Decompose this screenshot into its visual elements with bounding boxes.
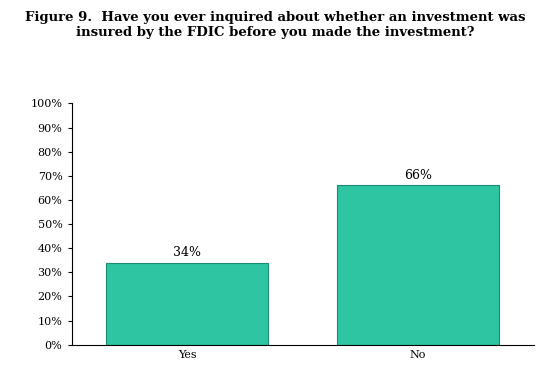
Text: 34%: 34% — [173, 246, 201, 259]
Bar — [106, 263, 268, 345]
Bar — [337, 185, 499, 345]
Text: Figure 9.  Have you ever inquired about whether an investment was
insured by the: Figure 9. Have you ever inquired about w… — [25, 11, 525, 39]
Text: 66%: 66% — [404, 169, 432, 182]
